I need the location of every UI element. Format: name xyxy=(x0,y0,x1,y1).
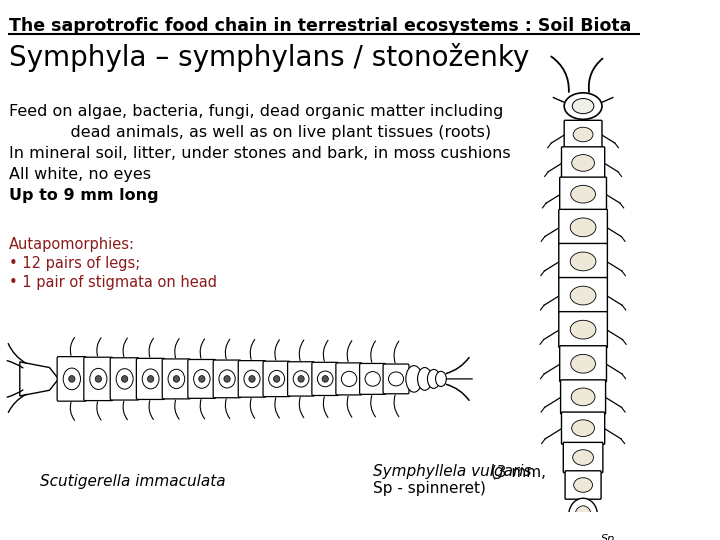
Ellipse shape xyxy=(428,369,440,388)
Text: Sp - spinneret): Sp - spinneret) xyxy=(374,481,486,496)
FancyBboxPatch shape xyxy=(562,147,605,179)
Ellipse shape xyxy=(574,478,593,492)
Ellipse shape xyxy=(571,354,595,373)
Circle shape xyxy=(199,376,205,382)
Ellipse shape xyxy=(341,372,357,387)
FancyBboxPatch shape xyxy=(564,120,602,148)
Text: The saprotrofic food chain in terrestrial ecosystems : Soil Biota: The saprotrofic food chain in terrestria… xyxy=(9,17,631,35)
Text: Sp: Sp xyxy=(601,534,616,540)
Text: Symphyllela vulgaris: Symphyllela vulgaris xyxy=(374,464,532,479)
Text: • 12 pairs of legs;: • 12 pairs of legs; xyxy=(9,256,140,271)
Ellipse shape xyxy=(389,372,404,386)
Ellipse shape xyxy=(116,369,133,389)
Ellipse shape xyxy=(572,450,593,465)
Text: Up to 9 mm long: Up to 9 mm long xyxy=(9,187,158,202)
Ellipse shape xyxy=(293,371,309,387)
Circle shape xyxy=(95,376,102,382)
Ellipse shape xyxy=(570,320,596,339)
Ellipse shape xyxy=(168,369,185,389)
Circle shape xyxy=(122,376,127,382)
FancyBboxPatch shape xyxy=(383,364,409,394)
Ellipse shape xyxy=(572,420,595,436)
Circle shape xyxy=(274,376,280,382)
Circle shape xyxy=(298,376,305,382)
Ellipse shape xyxy=(219,370,235,388)
Ellipse shape xyxy=(63,368,81,390)
FancyBboxPatch shape xyxy=(263,361,290,396)
Ellipse shape xyxy=(365,372,380,386)
Text: Scutigerella immaculata: Scutigerella immaculata xyxy=(40,474,226,489)
Ellipse shape xyxy=(570,218,596,237)
FancyBboxPatch shape xyxy=(188,360,216,399)
Ellipse shape xyxy=(143,369,159,389)
Ellipse shape xyxy=(572,154,595,171)
Circle shape xyxy=(224,376,230,382)
FancyBboxPatch shape xyxy=(238,361,266,397)
Text: Symphyla – symphylans / stonoženky: Symphyla – symphylans / stonoženky xyxy=(9,43,529,72)
Text: All white, no eyes: All white, no eyes xyxy=(9,167,151,182)
FancyBboxPatch shape xyxy=(559,312,608,348)
Ellipse shape xyxy=(571,185,595,203)
FancyBboxPatch shape xyxy=(565,471,601,499)
Ellipse shape xyxy=(571,388,595,406)
Circle shape xyxy=(249,376,255,382)
Ellipse shape xyxy=(194,369,210,388)
FancyBboxPatch shape xyxy=(162,359,191,399)
FancyBboxPatch shape xyxy=(562,412,605,444)
Ellipse shape xyxy=(436,372,446,387)
Text: Feed on algae, bacteria, fungi, dead organic matter including: Feed on algae, bacteria, fungi, dead org… xyxy=(9,104,503,119)
FancyBboxPatch shape xyxy=(136,359,165,400)
Text: In mineral soil, litter, under stones and bark, in moss cushions: In mineral soil, litter, under stones an… xyxy=(9,146,510,161)
Text: (3 mm,: (3 mm, xyxy=(486,464,546,479)
FancyBboxPatch shape xyxy=(561,380,606,414)
Circle shape xyxy=(322,376,328,382)
Circle shape xyxy=(148,376,154,382)
Circle shape xyxy=(174,376,179,382)
Ellipse shape xyxy=(573,127,593,142)
FancyBboxPatch shape xyxy=(559,244,608,279)
Ellipse shape xyxy=(572,98,594,114)
Ellipse shape xyxy=(244,370,260,388)
FancyBboxPatch shape xyxy=(84,357,113,401)
Ellipse shape xyxy=(318,371,333,387)
FancyBboxPatch shape xyxy=(359,363,386,394)
Ellipse shape xyxy=(564,93,602,119)
Ellipse shape xyxy=(570,286,596,305)
Circle shape xyxy=(68,376,75,382)
FancyBboxPatch shape xyxy=(559,346,606,382)
Ellipse shape xyxy=(269,370,284,387)
Polygon shape xyxy=(19,362,58,396)
Ellipse shape xyxy=(418,368,432,390)
Text: • 1 pair of stigmata on head: • 1 pair of stigmata on head xyxy=(9,275,217,289)
Text: dead animals, as well as on live plant tissues (roots): dead animals, as well as on live plant t… xyxy=(9,125,491,140)
FancyBboxPatch shape xyxy=(312,362,338,395)
FancyBboxPatch shape xyxy=(110,358,139,400)
FancyBboxPatch shape xyxy=(559,177,606,211)
FancyBboxPatch shape xyxy=(563,442,603,472)
FancyBboxPatch shape xyxy=(559,278,608,314)
Ellipse shape xyxy=(569,498,598,532)
FancyBboxPatch shape xyxy=(559,210,608,245)
FancyBboxPatch shape xyxy=(336,363,362,395)
FancyBboxPatch shape xyxy=(57,356,86,401)
Ellipse shape xyxy=(570,252,596,271)
FancyBboxPatch shape xyxy=(213,360,241,398)
Ellipse shape xyxy=(575,506,591,525)
Ellipse shape xyxy=(406,366,422,392)
Ellipse shape xyxy=(90,368,107,389)
Text: Autapomorphies:: Autapomorphies: xyxy=(9,237,135,252)
FancyBboxPatch shape xyxy=(287,362,315,396)
